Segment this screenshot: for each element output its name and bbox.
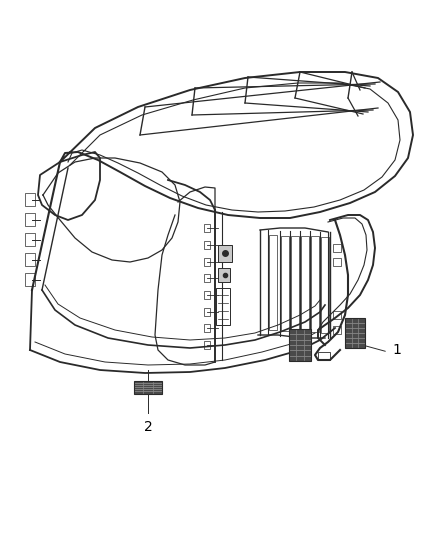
Bar	[25, 273, 35, 286]
Bar	[289, 329, 311, 361]
Bar	[204, 224, 210, 232]
Polygon shape	[218, 268, 230, 282]
Polygon shape	[218, 245, 232, 262]
Text: 1: 1	[392, 343, 401, 357]
Bar	[333, 326, 341, 334]
Bar	[204, 324, 210, 332]
Bar	[204, 241, 210, 249]
Text: 2: 2	[144, 420, 152, 434]
Bar	[204, 291, 210, 299]
Bar	[25, 193, 35, 206]
Bar	[204, 274, 210, 282]
Bar	[333, 258, 341, 266]
Bar	[25, 233, 35, 246]
Bar	[345, 318, 365, 348]
Bar	[204, 341, 210, 349]
Bar	[333, 244, 341, 252]
Bar	[25, 253, 35, 266]
Bar	[204, 308, 210, 316]
Bar	[134, 381, 162, 393]
Bar	[333, 311, 341, 319]
Bar	[25, 213, 35, 226]
Bar	[204, 258, 210, 266]
Bar	[318, 352, 330, 360]
